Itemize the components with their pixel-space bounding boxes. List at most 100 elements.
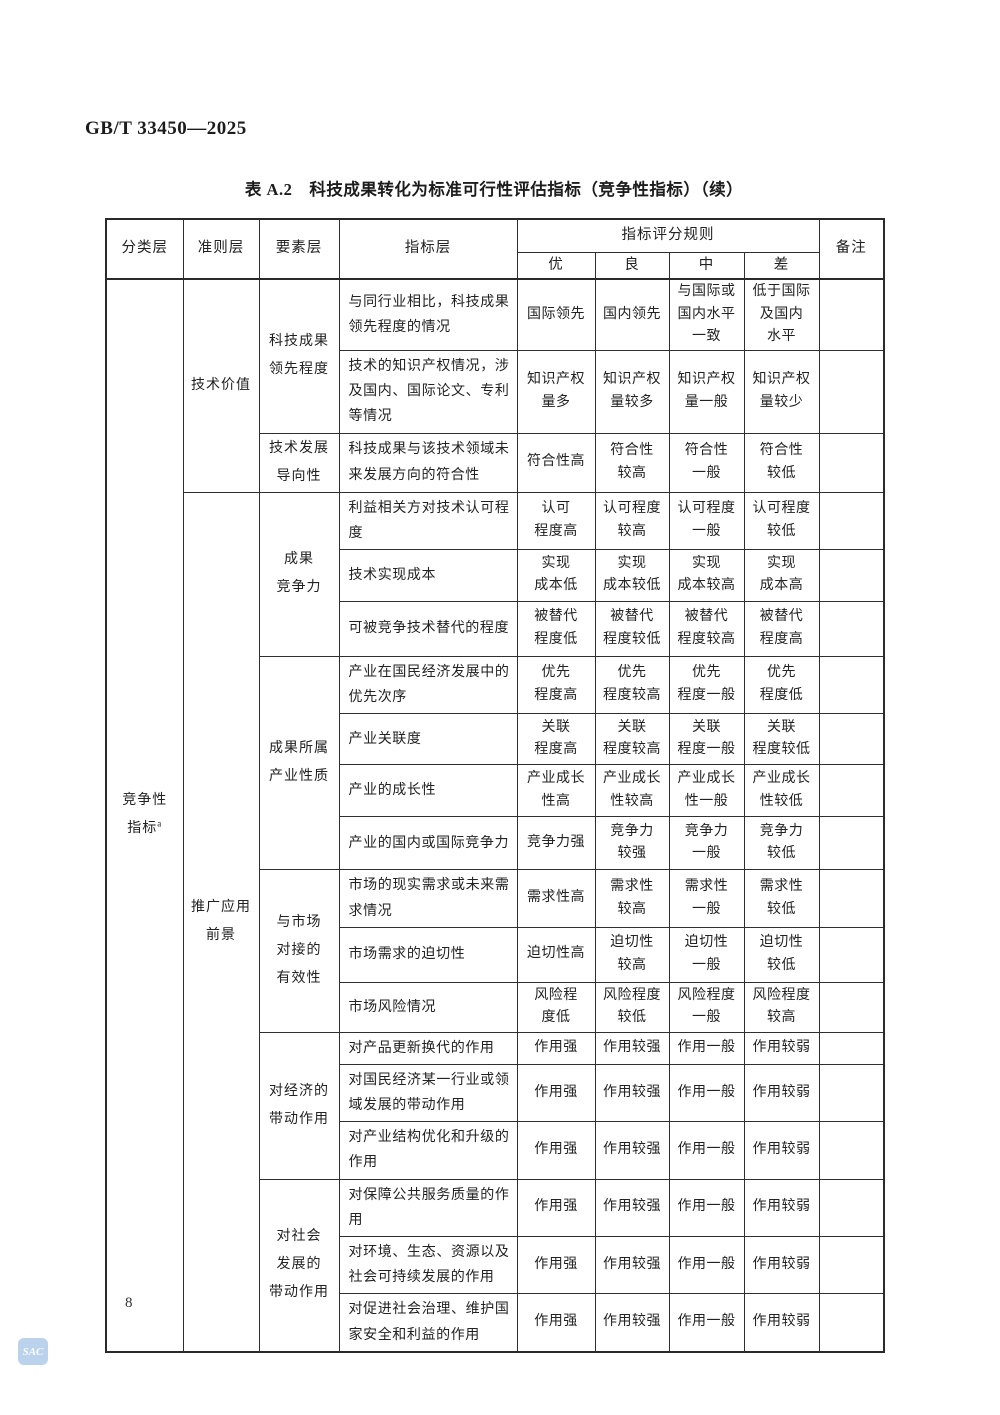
score-cell-excellent: 知识产权 量多 — [516, 350, 596, 434]
indicator-cell: 对国民经济某一行业或领域发展的带动作用 — [338, 1063, 518, 1123]
table-row: 技术的知识产权情况，涉及国内、国际论文、专利等情况 知识产权 量多 知识产权 量… — [106, 350, 885, 434]
score-cell-medium: 作用一般 — [668, 1178, 745, 1238]
score-cell-excellent: 作用强 — [516, 1121, 596, 1180]
score-cell-good: 被替代 程度较低 — [594, 600, 670, 657]
remark-cell — [818, 869, 885, 928]
score-cell-good: 国内领先 — [594, 277, 670, 351]
table-row: 市场风险情况 风险程 度低 风险程度 较低 风险程度 一般 风险程度 较高 — [106, 981, 885, 1033]
score-cell-good: 作用较强 — [594, 1031, 670, 1065]
score-cell-medium: 风险程度 一般 — [668, 981, 745, 1033]
indicator-cell: 对环境、生态、资源以及社会可持续发展的作用 — [338, 1235, 518, 1295]
table-row: 技术实现成本 实现 成本低 实现 成本较低 实现 成本较高 实现 成本高 — [106, 548, 885, 602]
indicator-cell: 对产品更新换代的作用 — [338, 1031, 518, 1065]
element-cell: 科技成果 领先程度 — [258, 277, 340, 434]
remark-cell — [818, 1063, 885, 1123]
indicator-cell: 技术的知识产权情况，涉及国内、国际论文、专利等情况 — [338, 350, 518, 434]
score-cell-poor: 被替代 程度高 — [743, 600, 820, 657]
table-title: 表 A.2 科技成果转化为标准可行性评估指标（竞争性指标）（续） — [244, 180, 744, 199]
score-cell-medium: 迫切性 一般 — [668, 926, 745, 983]
score-cell-good: 关联 程度较高 — [594, 713, 670, 766]
remark-cell — [818, 350, 885, 434]
criterion-cell: 推广应用 前景 — [182, 491, 260, 1353]
score-cell-medium: 作用一般 — [668, 1293, 745, 1353]
score-cell-excellent: 作用强 — [516, 1178, 596, 1238]
score-cell-medium: 关联 程度一般 — [668, 713, 745, 766]
score-cell-poor: 作用较弱 — [743, 1235, 820, 1295]
indicator-cell: 产业的国内或国际竞争力 — [338, 816, 518, 871]
score-cell-excellent: 优先 程度高 — [516, 655, 596, 715]
element-cell: 对社会 发展的 带动作用 — [258, 1178, 340, 1353]
table-row: 产业关联度 关联 程度高 关联 程度较高 关联 程度一般 关联 程度较低 — [106, 713, 885, 766]
table-row: 对社会 发展的 带动作用 对保障公共服务质量的作用 作用强 作用较强 作用一般 … — [106, 1178, 885, 1353]
score-cell-poor: 作用较弱 — [743, 1178, 820, 1238]
sac-watermark-logo: SAC — [18, 1338, 48, 1365]
score-cell-good: 认可程度 较高 — [594, 491, 670, 550]
score-cell-good: 作用较强 — [594, 1235, 670, 1295]
remark-cell — [818, 600, 885, 657]
score-cell-excellent: 风险程 度低 — [516, 981, 596, 1033]
remark-cell — [818, 1178, 885, 1238]
score-cell-medium: 作用一般 — [668, 1063, 745, 1123]
score-cell-medium: 优先 程度一般 — [668, 655, 745, 715]
score-cell-poor: 优先 程度低 — [743, 655, 820, 715]
score-cell-poor: 认可程度 较低 — [743, 491, 820, 550]
remark-cell — [818, 926, 885, 983]
table-row: 技术发展 导向性 科技成果与该技术领域未来发展方向的符合性 符合性高 符合性 较… — [106, 432, 885, 493]
remark-cell — [818, 655, 885, 715]
score-cell-good: 符合性 较高 — [594, 432, 670, 493]
score-cell-medium: 产业成长 性一般 — [668, 764, 745, 818]
remark-cell — [818, 277, 885, 351]
score-cell-poor: 迫切性 较低 — [743, 926, 820, 983]
score-cell-poor: 作用较弱 — [743, 1293, 820, 1353]
score-cell-excellent: 关联 程度高 — [516, 713, 596, 766]
table-row: 对国民经济某一行业或领域发展的带动作用 作用强 作用较强 作用一般 作用较弱 — [106, 1063, 885, 1123]
col-header-classification: 分类层 — [105, 218, 184, 280]
table-row: 竞争性 指标a 技术价值 科技成果 领先程度 与同行业相比，科技成果领先程度的情… — [105, 277, 885, 1353]
element-cell: 成果 竞争力 — [258, 491, 340, 657]
score-cell-poor: 低于国际 及国内 水平 — [743, 277, 820, 351]
score-cell-medium: 被替代 程度较高 — [668, 600, 745, 657]
score-cell-excellent: 产业成长 性高 — [516, 764, 596, 818]
grade-header-excellent: 优 — [516, 251, 596, 280]
indicator-cell: 技术实现成本 — [338, 548, 518, 602]
indicator-cell: 可被竞争技术替代的程度 — [338, 600, 518, 657]
score-cell-medium: 竞争力 一般 — [668, 816, 745, 871]
table-row: 市场需求的迫切性 迫切性高 迫切性 较高 迫切性 一般 迫切性 较低 — [106, 926, 885, 983]
element-cell: 与市场 对接的 有效性 — [258, 869, 340, 1033]
indicator-cell: 市场风险情况 — [338, 981, 518, 1033]
score-cell-excellent: 作用强 — [516, 1293, 596, 1353]
criterion-cell: 技术价值 — [182, 277, 260, 493]
score-cell-poor: 符合性 较低 — [743, 432, 820, 493]
remark-cell — [818, 816, 885, 871]
remark-cell — [818, 764, 885, 818]
score-cell-poor: 风险程度 较高 — [743, 981, 820, 1033]
remark-cell — [818, 1121, 885, 1180]
score-cell-medium: 需求性 一般 — [668, 869, 745, 928]
score-cell-poor: 作用较弱 — [743, 1121, 820, 1180]
table-row: 对经济的 带动作用 对产品更新换代的作用 作用强 作用较强 作用一般 作用较弱 — [106, 1031, 885, 1180]
remark-cell — [818, 1235, 885, 1295]
table-row: 对环境、生态、资源以及社会可持续发展的作用 作用强 作用较强 作用一般 作用较弱 — [106, 1235, 885, 1295]
score-cell-excellent: 作用强 — [516, 1031, 596, 1065]
score-cell-excellent: 竞争力强 — [516, 816, 596, 871]
score-cell-good: 竞争力 较强 — [594, 816, 670, 871]
indicator-cell: 市场需求的迫切性 — [338, 926, 518, 983]
indicator-cell: 市场的现实需求或未来需求情况 — [338, 869, 518, 928]
table-row: 与市场 对接的 有效性 市场的现实需求或未来需求情况 需求性高 需求性 较高 需… — [106, 869, 885, 1033]
score-cell-medium: 符合性 一般 — [668, 432, 745, 493]
indicator-table: 分类层 准则层 要素层 指标层 指标评分规则 备注 优 良 中 差 竞争性 指标… — [105, 218, 885, 1353]
remark-cell — [818, 1293, 885, 1353]
indicator-cell: 利益相关方对技术认可程度 — [338, 491, 518, 550]
score-cell-poor: 竞争力 较低 — [743, 816, 820, 871]
grade-header-poor: 差 — [743, 251, 820, 280]
table-row: 对产业结构优化和升级的作用 作用强 作用较强 作用一般 作用较弱 — [106, 1121, 885, 1180]
score-cell-poor: 关联 程度较低 — [743, 713, 820, 766]
indicator-cell: 对产业结构优化和升级的作用 — [338, 1121, 518, 1180]
score-cell-good: 产业成长 性较高 — [594, 764, 670, 818]
indicator-cell: 对保障公共服务质量的作用 — [338, 1178, 518, 1238]
remark-cell — [818, 981, 885, 1033]
score-cell-medium: 实现 成本较高 — [668, 548, 745, 602]
score-cell-excellent: 符合性高 — [516, 432, 596, 493]
grade-header-medium: 中 — [668, 251, 745, 280]
score-cell-good: 知识产权 量较多 — [594, 350, 670, 434]
